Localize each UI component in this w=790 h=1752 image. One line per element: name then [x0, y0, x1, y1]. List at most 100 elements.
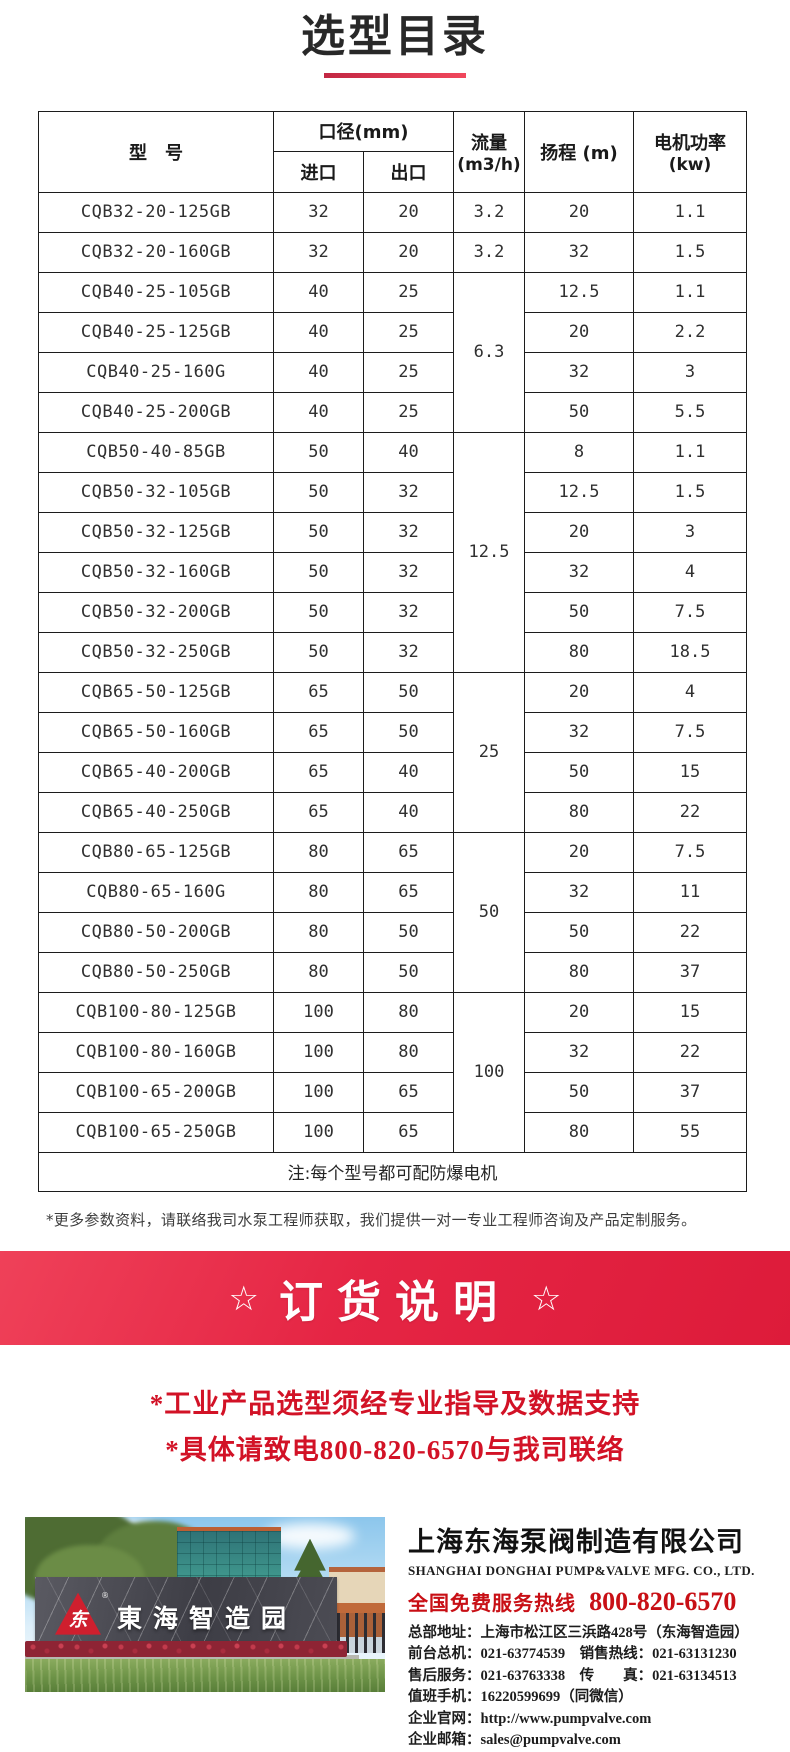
star-icon: ☆ — [228, 1278, 259, 1319]
table-row: CQB32-20-125GB 32 20 3.2 20 1.1 — [38, 191, 747, 233]
cell-head: 80 — [524, 951, 634, 993]
cell-head: 32 — [524, 711, 634, 753]
col-header-diameter: 口径(mm) — [273, 110, 454, 152]
table-row: CQB100-65-250GB 100 65 80 55 — [38, 1111, 747, 1153]
cell-inlet: 50 — [273, 511, 364, 553]
col-header-flow-line2: (m3/h) — [457, 154, 521, 175]
cell-power: 15 — [633, 751, 747, 793]
cell-inlet: 50 — [273, 431, 364, 473]
table-row: CQB100-65-200GB 100 65 50 37 — [38, 1071, 747, 1113]
cell-outlet: 25 — [363, 351, 454, 393]
table-row: CQB65-50-160GB 65 50 32 7.5 — [38, 711, 747, 753]
table-row: CQB80-50-200GB 80 50 50 22 — [38, 911, 747, 953]
cell-model: CQB50-32-200GB — [38, 591, 274, 633]
company-section: 东 ® 東海智造园 上海东海泵阀制造有限公司 SHANGHAI DONGHAI … — [25, 1516, 790, 1752]
table-row: CQB40-25-200GB 40 25 50 5.5 — [38, 391, 747, 433]
cell-inlet: 50 — [273, 631, 364, 673]
cell-outlet: 32 — [363, 471, 454, 513]
cell-model: CQB65-40-250GB — [38, 791, 274, 833]
company-info: 上海东海泵阀制造有限公司 SHANGHAI DONGHAI PUMP&VALVE… — [408, 1517, 778, 1752]
cell-model: CQB32-20-125GB — [38, 191, 274, 233]
cell-head: 50 — [524, 591, 634, 633]
company-name-cn: 上海东海泵阀制造有限公司 — [408, 1526, 744, 1558]
cell-power: 2.2 — [633, 311, 747, 353]
cell-head: 32 — [524, 871, 634, 913]
col-header-power-line1: 电机功率 — [654, 132, 726, 154]
cell-outlet: 25 — [363, 271, 454, 313]
cell-head: 50 — [524, 911, 634, 953]
logo-glyph: 东 — [68, 1608, 88, 1631]
cell-outlet: 32 — [363, 511, 454, 553]
col-header-power-line2: (kw) — [668, 154, 712, 175]
cell-head: 20 — [524, 511, 634, 553]
cell-head: 20 — [524, 831, 634, 873]
cell-power: 3 — [633, 351, 747, 393]
cell-outlet: 20 — [363, 191, 454, 233]
cell-inlet: 65 — [273, 711, 364, 753]
col-header-inlet: 进口 — [273, 150, 364, 193]
cell-outlet: 50 — [363, 951, 454, 993]
cell-model: CQB40-25-200GB — [38, 391, 274, 433]
cell-outlet: 50 — [363, 911, 454, 953]
cell-inlet: 40 — [273, 391, 364, 433]
table-row: CQB65-50-125GB 65 50 25 20 4 — [38, 671, 747, 833]
cell-outlet: 32 — [363, 591, 454, 633]
cell-head: 8 — [524, 431, 634, 473]
cell-inlet: 100 — [273, 1071, 364, 1113]
order-banner: ☆ 订货说明 ☆ — [0, 1250, 790, 1345]
cell-inlet: 80 — [273, 831, 364, 873]
table-row: CQB40-25-125GB 40 25 20 2.2 — [38, 311, 747, 353]
cell-outlet: 65 — [363, 871, 454, 913]
cell-inlet: 65 — [273, 751, 364, 793]
cell-inlet: 40 — [273, 311, 364, 353]
park-sign-text: 東海智造园 — [117, 1603, 298, 1633]
table-row: CQB100-80-125GB 100 80 100 20 15 — [38, 991, 747, 1153]
cell-head: 20 — [524, 191, 634, 233]
cell-head: 32 — [524, 551, 634, 593]
cell-power: 1.1 — [633, 431, 747, 473]
cell-inlet: 100 — [273, 991, 364, 1033]
cell-head: 80 — [524, 1111, 634, 1153]
footnote: *更多参数资料，请联络我司水泵工程师获取，我们提供一对一专业工程师咨询及产品定制… — [46, 1210, 697, 1229]
cell-model: CQB50-32-250GB — [38, 631, 274, 673]
cell-inlet: 80 — [273, 911, 364, 953]
notice-line: *工业产品选型须经专业指导及数据支持 — [149, 1388, 641, 1419]
cell-power: 5.5 — [633, 391, 747, 433]
banner-title: 订货说明 — [279, 1276, 511, 1328]
registered-mark: ® — [101, 1590, 109, 1600]
cell-outlet: 65 — [363, 1071, 454, 1113]
cell-outlet: 25 — [363, 311, 454, 353]
hotline-label: 全国免费服务热线 — [408, 1590, 576, 1615]
cell-inlet: 65 — [273, 791, 364, 833]
cell-model: CQB50-32-160GB — [38, 551, 274, 593]
contact-line-email: 企业邮箱：sales@pumpvalve.com — [408, 1732, 621, 1749]
table-row: CQB50-32-200GB 50 32 50 7.5 — [38, 591, 747, 633]
cell-model: CQB40-25-105GB — [38, 271, 274, 313]
table-note: 注:每个型号都可配防爆电机 — [38, 1151, 747, 1192]
cell-inlet: 40 — [273, 351, 364, 393]
cell-power: 37 — [633, 1071, 747, 1113]
table-row: CQB32-20-160GB 32 20 3.2 32 1.5 — [38, 231, 747, 273]
col-header-power: 电机功率 (kw) — [633, 110, 747, 193]
cell-inlet: 100 — [273, 1111, 364, 1153]
cell-inlet: 80 — [273, 871, 364, 913]
cell-head: 20 — [524, 311, 634, 353]
cell-outlet: 65 — [363, 831, 454, 873]
cell-power: 55 — [633, 1111, 747, 1153]
cell-head: 50 — [524, 1071, 634, 1113]
star-icon: ☆ — [531, 1278, 562, 1319]
cell-model: CQB40-25-125GB — [38, 311, 274, 353]
cell-inlet: 50 — [273, 471, 364, 513]
cell-outlet: 50 — [363, 711, 454, 753]
cell-head: 50 — [524, 751, 634, 793]
cell-power: 1.1 — [633, 191, 747, 233]
notices: *工业产品选型须经专业指导及数据支持 *具体请致电800-820-6570与我司… — [0, 1381, 790, 1473]
cell-model: CQB65-40-200GB — [38, 751, 274, 793]
cell-outlet: 40 — [363, 791, 454, 833]
cell-outlet: 80 — [363, 1031, 454, 1073]
cell-model: CQB80-50-250GB — [38, 951, 274, 993]
cell-head: 20 — [524, 991, 634, 1033]
cell-model: CQB50-32-125GB — [38, 511, 274, 553]
cell-inlet: 40 — [273, 271, 364, 313]
far-building-shape — [329, 1566, 385, 1605]
